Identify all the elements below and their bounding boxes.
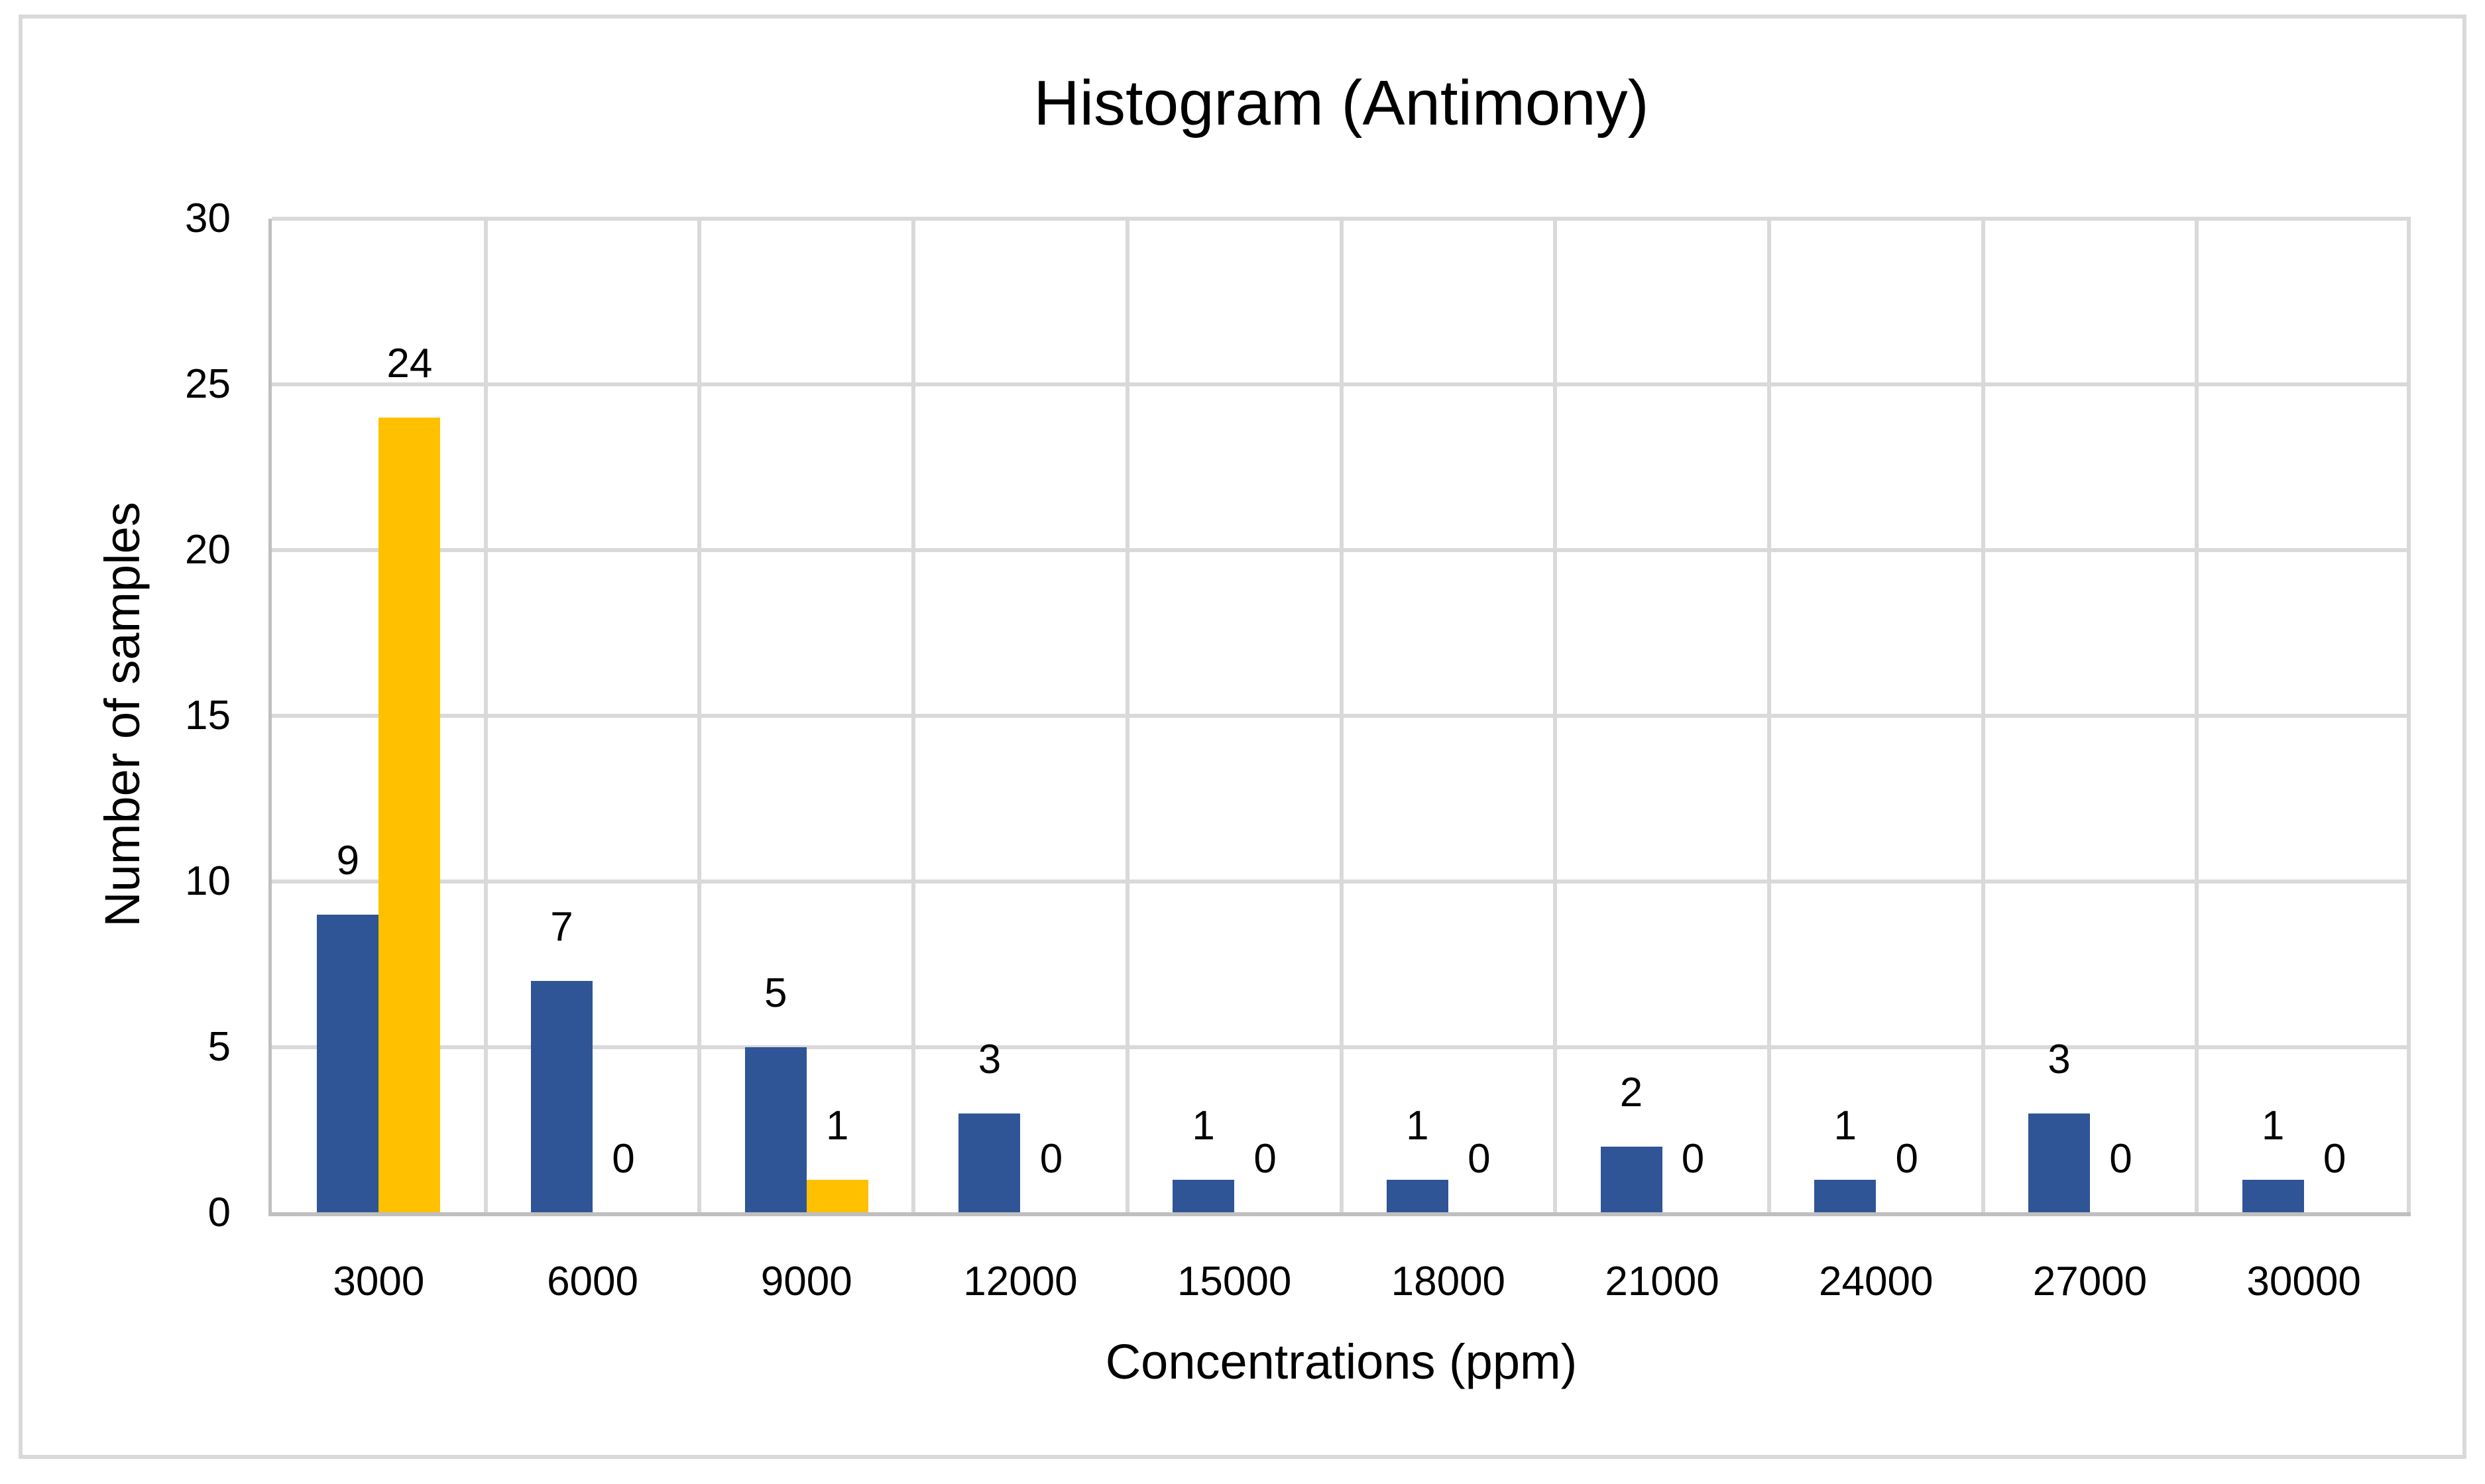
gridline-v bbox=[483, 219, 488, 1213]
x-category-label-27000: 27000 bbox=[2032, 1259, 2148, 1304]
bar-blue-series-24000 bbox=[1814, 1180, 1877, 1213]
gridline-v bbox=[1553, 219, 1558, 1213]
gridline-v bbox=[1125, 219, 1129, 1213]
gridline-v bbox=[2195, 219, 2199, 1213]
data-label-gold-series-15000: 0 bbox=[1253, 1136, 1277, 1182]
plot-area: 9 24 7 0 5 1 3 0 1 0 1 0 2 0 1 0 3 0 1 0 bbox=[268, 217, 2411, 1216]
data-label-blue-series-21000: 2 bbox=[1619, 1070, 1643, 1115]
x-category-label-24000: 24000 bbox=[1819, 1259, 1934, 1304]
gridline-v bbox=[1339, 219, 1344, 1213]
x-axis-title: Concentrations (ppm) bbox=[1105, 1334, 1578, 1389]
y-axis-title: Number of samples bbox=[95, 502, 150, 927]
y-tick-label-20: 20 bbox=[185, 527, 231, 573]
gridline-v bbox=[911, 219, 916, 1213]
gridline-v bbox=[697, 219, 702, 1213]
y-tick-label-0: 0 bbox=[207, 1190, 231, 1235]
gridline-v bbox=[1766, 219, 1771, 1213]
bar-blue-series-30000 bbox=[2242, 1180, 2304, 1213]
bar-blue-series-15000 bbox=[1173, 1180, 1235, 1213]
x-category-label-18000: 18000 bbox=[1391, 1259, 1506, 1304]
data-label-gold-series-21000: 0 bbox=[1681, 1136, 1705, 1182]
y-tick-label-10: 10 bbox=[185, 858, 231, 904]
data-label-blue-series-12000: 3 bbox=[978, 1037, 1002, 1082]
data-label-blue-series-30000: 1 bbox=[2261, 1103, 2285, 1149]
x-category-label-6000: 6000 bbox=[547, 1259, 639, 1304]
data-label-gold-series-24000: 0 bbox=[1895, 1136, 1918, 1182]
data-label-gold-series-27000: 0 bbox=[2109, 1136, 2132, 1182]
bar-gold-series-9000 bbox=[806, 1180, 868, 1213]
data-label-blue-series-9000: 5 bbox=[764, 970, 787, 1016]
y-tick-label-25: 25 bbox=[185, 361, 231, 407]
data-label-gold-series-12000: 0 bbox=[1039, 1136, 1063, 1182]
bar-blue-series-18000 bbox=[1386, 1180, 1448, 1213]
data-label-blue-series-18000: 1 bbox=[1406, 1103, 1429, 1149]
y-tick-label-30: 30 bbox=[185, 196, 231, 241]
bar-blue-series-27000 bbox=[2028, 1113, 2090, 1213]
x-category-label-12000: 12000 bbox=[963, 1259, 1078, 1304]
bar-blue-series-6000 bbox=[531, 981, 593, 1213]
bar-gold-series-3000 bbox=[378, 418, 441, 1213]
data-label-blue-series-15000: 1 bbox=[1192, 1103, 1215, 1149]
x-axis-line bbox=[268, 1212, 2411, 1216]
y-tick-label-5: 5 bbox=[207, 1024, 231, 1070]
x-category-label-15000: 15000 bbox=[1177, 1259, 1292, 1304]
x-category-label-30000: 30000 bbox=[2246, 1259, 2361, 1304]
x-category-label-21000: 21000 bbox=[1605, 1259, 1719, 1304]
bar-blue-series-3000 bbox=[317, 915, 379, 1213]
bar-blue-series-9000 bbox=[744, 1047, 807, 1213]
chart-border bbox=[19, 15, 2466, 1459]
data-label-gold-series-30000: 0 bbox=[2323, 1136, 2346, 1182]
data-label-gold-series-18000: 0 bbox=[1468, 1136, 1491, 1182]
x-category-label-9000: 9000 bbox=[760, 1259, 852, 1304]
chart-title: Histogram (Antimony) bbox=[1033, 68, 1649, 139]
data-label-gold-series-6000: 0 bbox=[612, 1136, 635, 1182]
y-tick-label-15: 15 bbox=[185, 693, 231, 738]
data-label-gold-series-3000: 24 bbox=[386, 341, 433, 386]
data-label-blue-series-3000: 9 bbox=[336, 838, 360, 884]
bar-blue-series-12000 bbox=[958, 1113, 1021, 1213]
gridline-v bbox=[1981, 219, 1985, 1213]
y-axis-line bbox=[268, 219, 272, 1213]
data-label-blue-series-6000: 7 bbox=[550, 904, 573, 950]
data-label-blue-series-24000: 1 bbox=[1833, 1103, 1857, 1149]
gridline-v bbox=[2407, 219, 2411, 1213]
x-category-label-3000: 3000 bbox=[333, 1259, 425, 1304]
data-label-blue-series-27000: 3 bbox=[2048, 1037, 2071, 1082]
data-label-gold-series-9000: 1 bbox=[826, 1103, 849, 1149]
bar-blue-series-21000 bbox=[1600, 1147, 1662, 1213]
